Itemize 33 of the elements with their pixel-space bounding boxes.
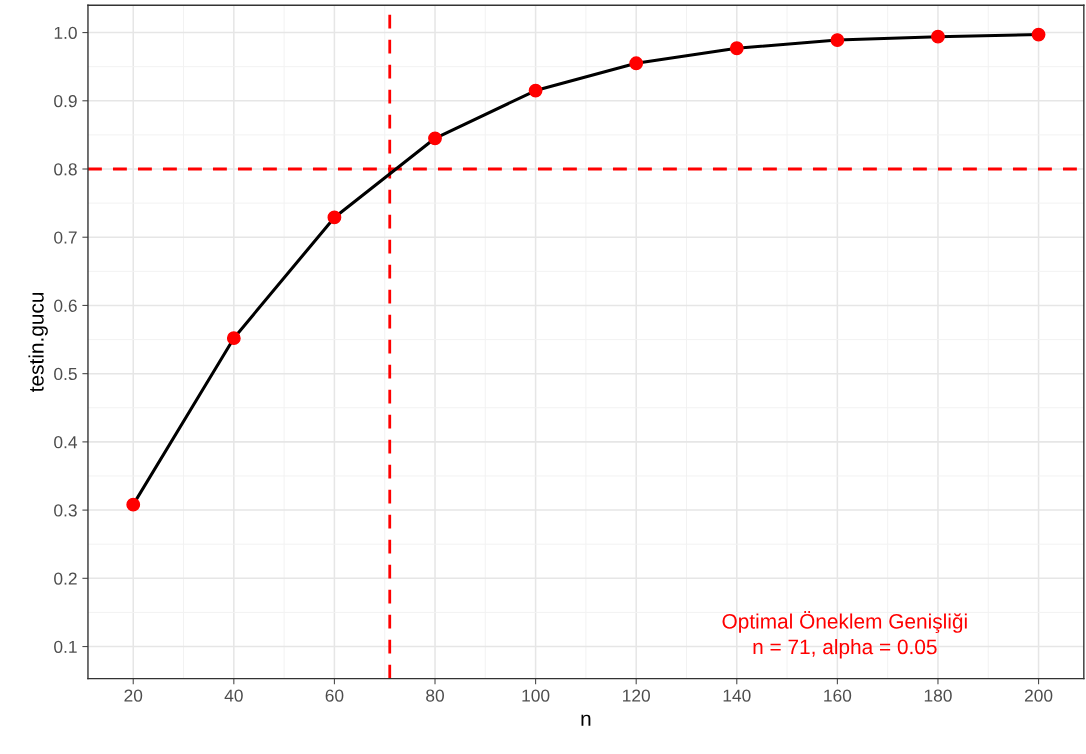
point — [226, 331, 241, 346]
y-tick-label: 0.4 — [54, 436, 78, 449]
x-tick-label: 100 — [522, 689, 550, 702]
point — [629, 56, 644, 71]
x-tick-label: 80 — [426, 689, 444, 702]
y-tick-label: 0.6 — [54, 299, 77, 312]
x-tick-label: 140 — [723, 689, 751, 702]
x-tick-label: 120 — [623, 689, 650, 702]
y-tick-label: 0.7 — [54, 231, 77, 244]
x-tick-label: 40 — [224, 689, 243, 702]
y-axis-title: testin.gucu — [28, 292, 48, 392]
point — [428, 131, 442, 146]
x-tick-label: 20 — [124, 689, 143, 702]
x-tick-label: 60 — [325, 689, 344, 702]
x-axis-title: n — [581, 714, 591, 726]
x-tick-label: 180 — [924, 689, 952, 702]
y-tick-label: 0.1 — [54, 640, 77, 653]
y-tick-label: 0.9 — [54, 94, 77, 108]
point — [931, 29, 945, 44]
y-tick-label: 1.0 — [54, 26, 77, 40]
point — [528, 83, 543, 98]
x-tick-label: 160 — [824, 689, 852, 702]
y-tick-label: 0.2 — [54, 572, 77, 585]
annotation: Optimal Öneklem Genişliği n = 71, alpha = 0.05 — [722, 611, 967, 659]
y-tick-label: 0.3 — [54, 504, 77, 517]
y-tick-label: 0.5 — [54, 367, 77, 381]
point — [327, 210, 342, 225]
point — [126, 497, 141, 512]
x-tick-label: 200 — [1024, 689, 1053, 702]
point — [830, 33, 845, 47]
point — [729, 41, 744, 56]
y-tick-label: 0.8 — [54, 163, 77, 176]
point — [1031, 27, 1046, 42]
